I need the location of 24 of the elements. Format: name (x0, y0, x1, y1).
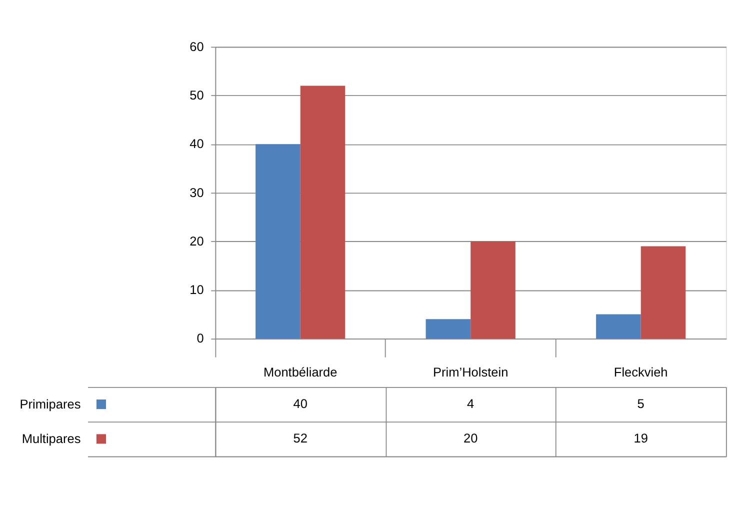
bar (256, 144, 300, 339)
y-tick-label: 0 (196, 330, 204, 346)
y-tick-label: 10 (190, 282, 204, 298)
data-label: 40 (293, 396, 308, 411)
bar (426, 319, 471, 339)
data-label: 52 (293, 430, 308, 446)
data-label: 20 (464, 430, 478, 446)
y-tick-label: 30 (190, 184, 204, 200)
x-tick-label: Montbéliarde (264, 364, 338, 380)
y-tick-label: 60 (190, 38, 204, 54)
data-label: 4 (467, 396, 474, 411)
bar (470, 241, 516, 339)
bar (596, 314, 641, 339)
data-label: 19 (634, 430, 648, 446)
data-label: 5 (637, 396, 644, 411)
y-tick-label: 50 (190, 88, 204, 103)
y-tick-label: 40 (190, 136, 204, 152)
x-tick-label: Fleckvieh (614, 364, 668, 380)
y-tick-label: 20 (190, 233, 204, 248)
bar (640, 246, 686, 339)
x-tick-label: Prim’Holstein (433, 364, 508, 380)
bar (300, 86, 346, 339)
legend-label: Multipares (22, 431, 81, 446)
legend-label: Primipares (20, 396, 81, 412)
